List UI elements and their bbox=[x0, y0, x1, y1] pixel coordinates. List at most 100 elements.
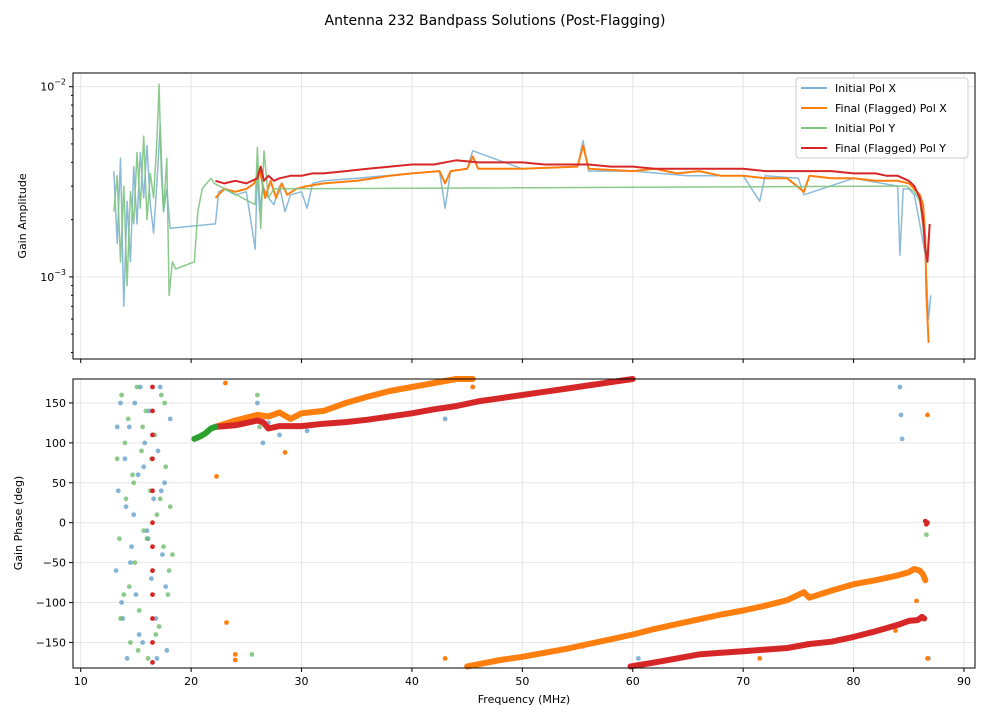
phase-point-final-flagged-pol-x-11 bbox=[409, 384, 415, 390]
phase-point-final-flagged-pol-x-wrapped-15 bbox=[801, 589, 807, 595]
phase-point-initial-pol-y-36 bbox=[162, 400, 168, 406]
phase-point-initial-pol-y-30 bbox=[135, 648, 141, 653]
phase-point-initial-pol-x-27 bbox=[127, 560, 133, 565]
phase-point-final-flagged-pol-y-3 bbox=[260, 419, 266, 425]
phase-point-final-flagged-pol-x-9 bbox=[365, 394, 371, 399]
phase-point-final-flagged-pol-x-outliers-3 bbox=[232, 652, 238, 657]
phase-point-final-flagged-pol-y-6 bbox=[299, 423, 304, 429]
amplitude-axes-frame bbox=[72, 72, 976, 360]
phase-point-initial-pol-x-28 bbox=[132, 400, 138, 406]
phase-point-final-flagged-pol-x-wrapped-14 bbox=[784, 597, 790, 603]
phase-point-final-flagged-pol-y-outliers-2 bbox=[150, 432, 155, 438]
phase-point-initial-pol-y-34 bbox=[153, 632, 159, 637]
phase-point-initial-pol-y-green-run-1 bbox=[197, 434, 203, 439]
phase-point-final-flagged-pol-x-6 bbox=[299, 410, 304, 416]
phase-point-initial-pol-y-39 bbox=[255, 392, 260, 398]
phase-point-final-flagged-pol-x-wrapped-2 bbox=[519, 654, 525, 660]
phase-point-final-flagged-pol-y-5 bbox=[277, 423, 282, 429]
phase-point-final-flagged-pol-x-2 bbox=[255, 412, 260, 418]
amp-series-final-flagged-pol-x bbox=[214, 144, 930, 343]
phase-point-initial-pol-y-8 bbox=[132, 560, 138, 565]
phase-point-initial-pol-x-38 bbox=[260, 440, 266, 446]
phase-point-initial-pol-y-25 bbox=[170, 552, 175, 557]
phase-point-initial-pol-x-29 bbox=[136, 632, 142, 637]
phase-point-final-flagged-pol-y-outliers-4 bbox=[150, 488, 155, 494]
phase-point-final-flagged-pol-x-5 bbox=[288, 416, 293, 422]
phase-x-tick-label-40: 40 bbox=[405, 675, 419, 688]
phase-y-tick-label-150: 150 bbox=[45, 397, 66, 410]
phase-point-initial-pol-x-20 bbox=[157, 384, 163, 390]
phase-point-final-flagged-pol-y-9 bbox=[365, 417, 371, 423]
legend-label-final-pol-x: Final (Flagged) Pol X bbox=[835, 102, 947, 115]
phase-point-final-flagged-pol-x-3 bbox=[266, 414, 271, 419]
phase-point-initial-pol-y-32 bbox=[144, 536, 150, 542]
phase-point-final-flagged-pol-x-wrapped-1 bbox=[497, 657, 503, 663]
phase-point-initial-pol-y-10 bbox=[136, 608, 142, 613]
phase-x-tick-label-60: 60 bbox=[626, 675, 640, 688]
phase-point-initial-pol-x-47 bbox=[898, 412, 904, 418]
phase-x-ticks: 10 20 30 40 50 60 70 80 90 bbox=[74, 668, 971, 688]
phase-point-initial-pol-y-23 bbox=[165, 592, 171, 597]
phase-point-final-flagged-pol-y-18 bbox=[564, 386, 569, 391]
phase-point-initial-pol-x-12 bbox=[140, 640, 146, 645]
phase-point-final-flagged-pol-x-8 bbox=[343, 400, 349, 406]
phase-point-final-flagged-pol-y-outliers-8 bbox=[150, 592, 155, 597]
phase-point-final-flagged-pol-x-wrapped-25 bbox=[922, 577, 928, 583]
phase-point-final-flagged-pol-x-1 bbox=[232, 418, 238, 423]
phase-point-initial-pol-y-9 bbox=[134, 384, 140, 390]
phase-point-final-flagged-pol-y-11 bbox=[409, 410, 415, 416]
phase-point-final-flagged-pol-y-12 bbox=[431, 406, 437, 412]
phase-point-initial-pol-y-1 bbox=[117, 536, 122, 542]
phase-point-final-flagged-pol-y-wrapped-16 bbox=[921, 616, 927, 621]
legend-label-final-pol-y: Final (Flagged) Pol Y bbox=[835, 142, 946, 155]
phase-y-ticks: −150 −100 −50 0 50 100 150 bbox=[36, 397, 73, 649]
phase-point-final-flagged-pol-y-7 bbox=[321, 421, 326, 427]
phase-point-final-flagged-pol-y-outliers-5 bbox=[150, 520, 155, 526]
phase-point-initial-pol-x-46 bbox=[897, 384, 903, 390]
legend-label-initial-pol-x: Initial Pol X bbox=[835, 82, 896, 95]
phase-x-tick-label-50: 50 bbox=[515, 675, 529, 688]
phase-point-initial-pol-x-10 bbox=[135, 472, 141, 478]
phase-point-final-flagged-pol-x-outliers-7 bbox=[470, 384, 476, 390]
phase-series-final-flagged-pol-y bbox=[212, 376, 636, 432]
phase-point-final-flagged-pol-y-outliers-9 bbox=[150, 616, 155, 621]
figure-title: Antenna 232 Bandpass Solutions (Post-Fla… bbox=[325, 13, 666, 29]
phase-point-initial-pol-y-0 bbox=[114, 456, 120, 462]
phase-point-final-flagged-pol-x-outliers-4 bbox=[232, 657, 238, 663]
phase-point-final-flagged-pol-x-wrapped-5 bbox=[586, 641, 591, 647]
phase-point-final-flagged-pol-x-outliers-1 bbox=[223, 380, 228, 386]
phase-point-final-flagged-pol-y-wrapped-4 bbox=[718, 650, 724, 656]
phase-point-initial-pol-x-14 bbox=[144, 528, 150, 534]
amplitude-x-ticks bbox=[80, 359, 965, 363]
phase-point-initial-pol-y-7 bbox=[130, 472, 136, 478]
phase-point-final-flagged-pol-y-outliers-6 bbox=[150, 544, 155, 550]
phase-axes-frame bbox=[72, 378, 976, 669]
phase-y-tick-label-50: 50 bbox=[52, 477, 66, 490]
phase-point-final-flagged-pol-y-wrapped-2 bbox=[674, 656, 680, 661]
phase-point-final-flagged-pol-y-4 bbox=[266, 426, 271, 431]
phase-x-tick-label-30: 30 bbox=[295, 675, 309, 688]
phase-point-initial-pol-y-26 bbox=[118, 616, 123, 621]
phase-point-final-flagged-pol-x-wrapped-19 bbox=[873, 577, 878, 583]
phase-point-initial-pol-y-14 bbox=[145, 656, 151, 661]
phase-point-initial-pol-y-24 bbox=[167, 504, 173, 510]
phase-point-initial-pol-y-2 bbox=[119, 392, 124, 398]
phase-x-tick-label-90: 90 bbox=[957, 675, 971, 688]
phase-point-initial-pol-x-26 bbox=[123, 504, 129, 510]
phase-point-initial-pol-x-7 bbox=[129, 544, 134, 550]
phase-point-final-flagged-pol-x-wrapped-16 bbox=[807, 595, 812, 601]
phase-point-final-flagged-pol-x-4 bbox=[277, 410, 282, 415]
phase-point-initial-pol-x-4 bbox=[122, 456, 128, 462]
phase-point-final-flagged-pol-y-outliers-10 bbox=[150, 640, 155, 645]
phase-point-initial-pol-x-45 bbox=[635, 656, 641, 661]
phase-point-final-flagged-pol-x-outliers-8 bbox=[757, 656, 763, 661]
phase-x-tick-label-70: 70 bbox=[736, 675, 750, 688]
phase-point-initial-pol-x-0 bbox=[113, 568, 119, 573]
amplitude-panel: 10−310−2 Gain Amplitude Initial Pol X Fi… bbox=[16, 72, 976, 363]
phase-x-label: Frequency (MHz) bbox=[478, 693, 570, 706]
phase-point-final-flagged-pol-y-outliers-14 bbox=[925, 520, 930, 526]
phase-point-initial-pol-x-24 bbox=[114, 424, 120, 430]
phase-point-initial-pol-y-green-run-4 bbox=[213, 424, 218, 430]
phase-point-final-flagged-pol-x-outliers-6 bbox=[442, 656, 448, 661]
